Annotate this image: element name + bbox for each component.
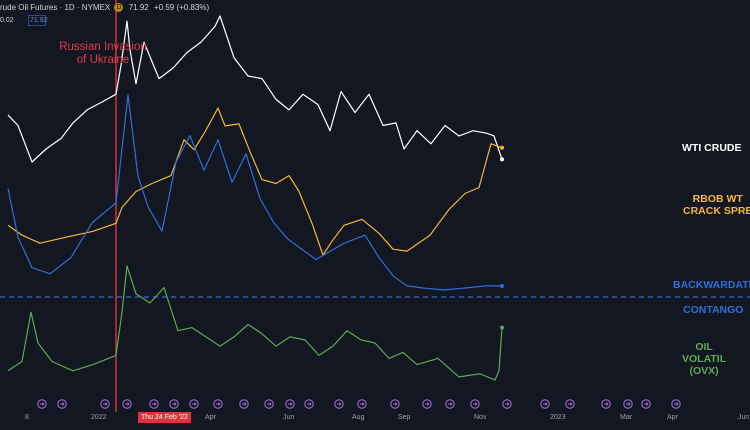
x-tick-event-date: Thu 24 Feb '22 bbox=[138, 412, 191, 423]
symbol-header: rude Oil Futures · 1D · NYMEX D 71.92 +0… bbox=[0, 3, 210, 13]
arrow-icon-11 bbox=[307, 402, 312, 406]
last-price: 71.92 bbox=[128, 3, 149, 12]
x-tick-label: 2023 bbox=[550, 414, 566, 421]
x-tick-label: Jun bbox=[283, 414, 295, 421]
rbob-series-endpoint bbox=[500, 145, 504, 150]
wti-series-line bbox=[7, 15, 503, 163]
arrow-icon-8 bbox=[242, 402, 247, 406]
price-box: 71.92 bbox=[28, 15, 48, 26]
backwardation-series-endpoint bbox=[500, 283, 504, 288]
dollar-icon[interactable]: D bbox=[114, 3, 124, 13]
x-tick-label: Sep bbox=[398, 414, 411, 421]
event-icon-12 bbox=[334, 399, 344, 409]
event-icon-11 bbox=[304, 399, 314, 409]
event-icon-15 bbox=[422, 399, 432, 409]
arrow-icon-0 bbox=[40, 402, 45, 406]
arrow-icon-18 bbox=[505, 402, 510, 406]
left-value: 0.02 bbox=[0, 17, 14, 24]
event-icon-19 bbox=[540, 399, 550, 409]
event-icon-21 bbox=[601, 399, 611, 409]
arrow-icon-14 bbox=[393, 402, 398, 406]
event-icon-23 bbox=[641, 399, 651, 409]
rbob-series-line bbox=[7, 107, 503, 256]
arrow-icon-22 bbox=[626, 402, 631, 406]
arrow-icon-24 bbox=[674, 402, 679, 406]
rbob-label: RBOB WT CRACK SPRE bbox=[683, 193, 750, 217]
arrow-icon-23 bbox=[644, 402, 649, 406]
event-icon-8 bbox=[239, 399, 249, 409]
arrow-icon-13 bbox=[360, 402, 365, 406]
arrow-icon-6 bbox=[192, 402, 197, 406]
x-tick-label: Mar bbox=[620, 414, 633, 421]
arrow-icon-20 bbox=[568, 402, 573, 406]
ovx-series-line bbox=[7, 265, 503, 381]
arrow-icon-10 bbox=[288, 402, 293, 406]
event-icon-24 bbox=[671, 399, 681, 409]
event-icon-1 bbox=[57, 399, 67, 409]
arrow-icon-5 bbox=[172, 402, 177, 406]
arrow-icon-21 bbox=[604, 402, 609, 406]
symbol-title: rude Oil Futures · 1D · NYMEX bbox=[0, 3, 111, 12]
x-tick-label: 8 bbox=[25, 414, 29, 421]
arrow-icon-16 bbox=[448, 402, 453, 406]
arrow-icon-15 bbox=[425, 402, 430, 406]
x-tick-label: Jun bbox=[738, 414, 750, 421]
backwardation-label: BACKWARDATI bbox=[673, 279, 750, 291]
event-icon-22 bbox=[623, 399, 633, 409]
event-icon-0 bbox=[37, 399, 47, 409]
arrow-icon-1 bbox=[60, 402, 65, 406]
x-tick-label: 2022 bbox=[91, 414, 107, 421]
x-tick-label: Apr bbox=[205, 414, 216, 421]
arrow-icon-12 bbox=[337, 402, 342, 406]
event-icon-7 bbox=[213, 399, 223, 409]
event-icon-14 bbox=[390, 399, 400, 409]
arrow-icon-7 bbox=[216, 402, 221, 406]
event-icon-5 bbox=[169, 399, 179, 409]
arrow-icon-3 bbox=[125, 402, 130, 406]
arrow-icon-19 bbox=[543, 402, 548, 406]
ovx-label: OIL VOLATIL (OVX) bbox=[682, 341, 727, 377]
event-icon-4 bbox=[149, 399, 159, 409]
wti-series-endpoint bbox=[500, 157, 504, 162]
event-icon-2 bbox=[100, 399, 110, 409]
x-tick-label: Apr bbox=[667, 414, 678, 421]
event-icon-13 bbox=[357, 399, 367, 409]
arrow-icon-4 bbox=[152, 402, 157, 406]
ovx-series-endpoint bbox=[500, 325, 504, 330]
price-change: +0.59 (+0.83%) bbox=[153, 3, 210, 12]
event-icon-3 bbox=[122, 399, 132, 409]
contango-label: CONTANGO bbox=[683, 304, 744, 316]
invasion-annotation: Russian Invasion of Ukraine bbox=[59, 41, 147, 66]
wti-label: WTI CRUDE bbox=[682, 142, 742, 154]
event-icon-18 bbox=[502, 399, 512, 409]
x-tick-label: Aug bbox=[352, 414, 365, 421]
event-icon-9 bbox=[264, 399, 274, 409]
arrow-icon-9 bbox=[267, 402, 272, 406]
event-icon-6 bbox=[189, 399, 199, 409]
event-icon-17 bbox=[470, 399, 480, 409]
arrow-icon-17 bbox=[473, 402, 478, 406]
backwardation-series-line bbox=[7, 94, 502, 291]
x-tick-label: Nov bbox=[474, 414, 487, 421]
event-icon-10 bbox=[285, 399, 295, 409]
event-icon-16 bbox=[445, 399, 455, 409]
arrow-icon-2 bbox=[103, 402, 108, 406]
event-icon-20 bbox=[565, 399, 575, 409]
